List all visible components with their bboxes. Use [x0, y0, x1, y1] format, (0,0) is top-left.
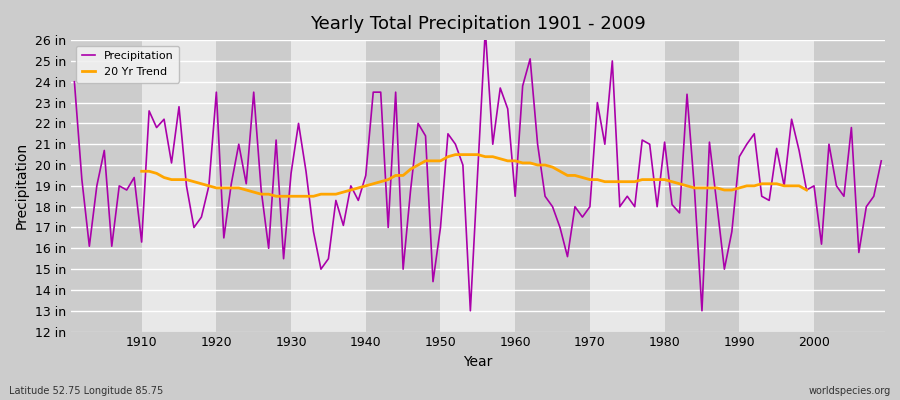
Bar — [291, 40, 365, 332]
20 Yr Trend — [801, 188, 812, 192]
Bar — [71, 40, 141, 332]
Bar — [515, 40, 590, 332]
20 Yr Trend — [271, 194, 282, 199]
Precipitation — [69, 79, 80, 84]
Legend: Precipitation, 20 Yr Trend: Precipitation, 20 Yr Trend — [76, 46, 179, 82]
Precipitation — [129, 175, 140, 180]
Bar — [365, 40, 440, 332]
20 Yr Trend — [226, 186, 237, 190]
Bar — [664, 40, 739, 332]
Bar — [216, 40, 291, 332]
Precipitation — [525, 56, 535, 61]
Line: 20 Yr Trend: 20 Yr Trend — [141, 155, 806, 196]
20 Yr Trend — [346, 188, 356, 192]
Bar — [590, 40, 664, 332]
Precipitation — [293, 121, 304, 126]
20 Yr Trend — [450, 152, 461, 157]
Precipitation — [480, 27, 491, 32]
Line: Precipitation: Precipitation — [75, 30, 881, 311]
Bar — [440, 40, 515, 332]
20 Yr Trend — [136, 169, 147, 174]
Text: worldspecies.org: worldspecies.org — [809, 386, 891, 396]
X-axis label: Year: Year — [464, 355, 492, 369]
Precipitation — [876, 158, 886, 163]
Title: Yearly Total Precipitation 1901 - 2009: Yearly Total Precipitation 1901 - 2009 — [310, 15, 645, 33]
20 Yr Trend — [704, 186, 715, 190]
Precipitation — [338, 223, 349, 228]
Bar — [739, 40, 814, 332]
20 Yr Trend — [787, 184, 797, 188]
Y-axis label: Precipitation: Precipitation — [15, 142, 29, 230]
20 Yr Trend — [615, 179, 626, 184]
Bar — [141, 40, 216, 332]
Precipitation — [615, 204, 626, 209]
Precipitation — [518, 84, 528, 88]
Bar — [814, 40, 885, 332]
Precipitation — [465, 308, 476, 313]
Text: Latitude 52.75 Longitude 85.75: Latitude 52.75 Longitude 85.75 — [9, 386, 163, 396]
20 Yr Trend — [719, 188, 730, 192]
